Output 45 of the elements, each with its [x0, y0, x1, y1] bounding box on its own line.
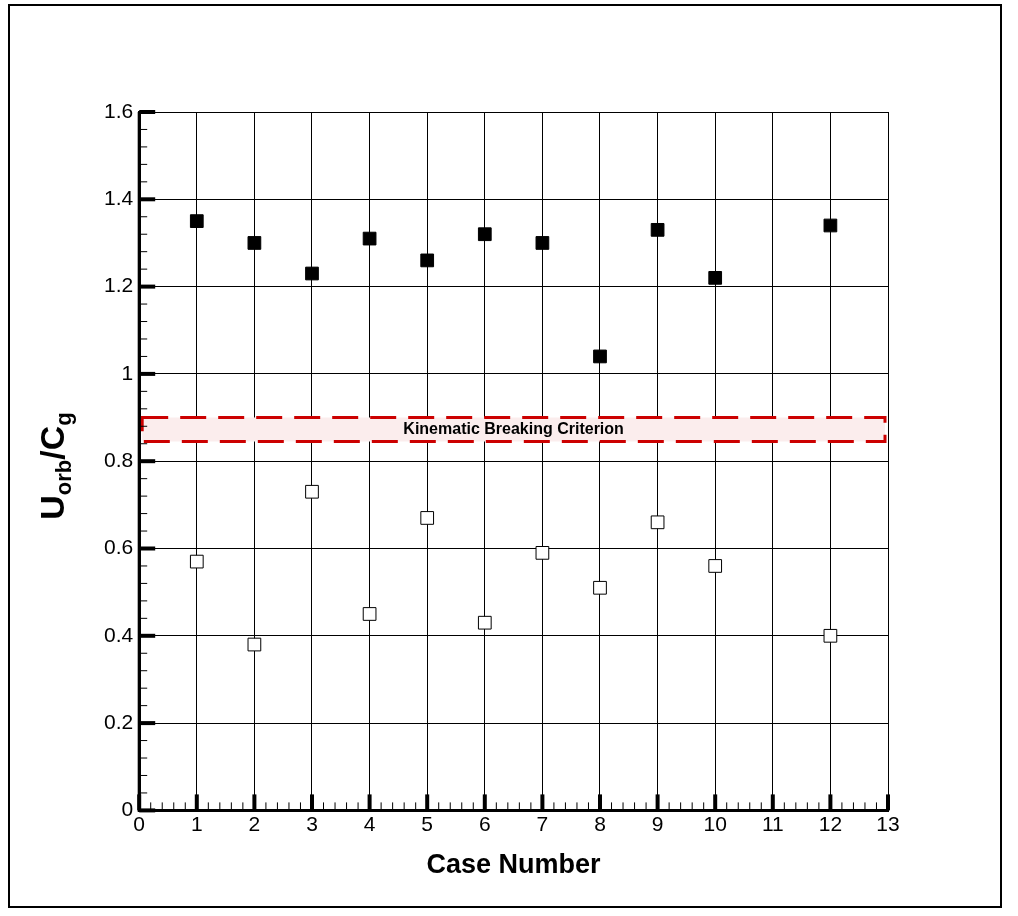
x-tick-label: 2 [248, 811, 261, 835]
y-tick-label: 0.8 [103, 448, 134, 471]
point [189, 554, 204, 569]
y-tick-label: 1.2 [103, 273, 134, 297]
point [593, 580, 607, 595]
point [305, 266, 319, 281]
x-tick-label: 7 [536, 811, 549, 835]
point [247, 637, 262, 652]
y-tick-label: 0.6 [103, 535, 134, 559]
point [362, 607, 377, 621]
point [593, 349, 607, 364]
point [247, 236, 262, 250]
point [708, 271, 723, 285]
y-tick-label: 1.6 [103, 98, 134, 122]
y-tick-label: 0.4 [103, 622, 134, 646]
point [823, 218, 838, 233]
y-tick-label: 1 [121, 360, 134, 384]
point [535, 236, 550, 250]
point [823, 628, 838, 643]
y-tick-label: 1.4 [103, 186, 134, 210]
y-tick-label: 0.2 [103, 709, 134, 733]
point [477, 227, 492, 242]
point [708, 559, 723, 573]
point [650, 515, 665, 530]
point [650, 222, 665, 237]
x-tick-label: 10 [703, 811, 727, 835]
point [420, 511, 435, 525]
x-tick-label: 8 [594, 811, 606, 835]
x-tick-label: 13 [876, 811, 900, 835]
x-tick-label: 11 [761, 811, 784, 835]
band-label: Kinematic Breaking Criterion [403, 419, 624, 437]
x-tick-label: 9 [651, 811, 664, 835]
point [362, 231, 377, 246]
x-tick-label: 12 [818, 811, 843, 835]
point [477, 615, 492, 630]
point [535, 546, 550, 560]
x-axis-title: Case Number [426, 849, 602, 880]
point [189, 214, 204, 228]
point [420, 253, 435, 268]
point [305, 484, 319, 499]
x-tick-label: 5 [421, 811, 434, 835]
x-tick-label: 1 [190, 811, 203, 835]
x-tick-label: 6 [478, 811, 491, 835]
x-tick-label: 4 [363, 811, 376, 835]
x-tick-label: 3 [306, 811, 318, 835]
